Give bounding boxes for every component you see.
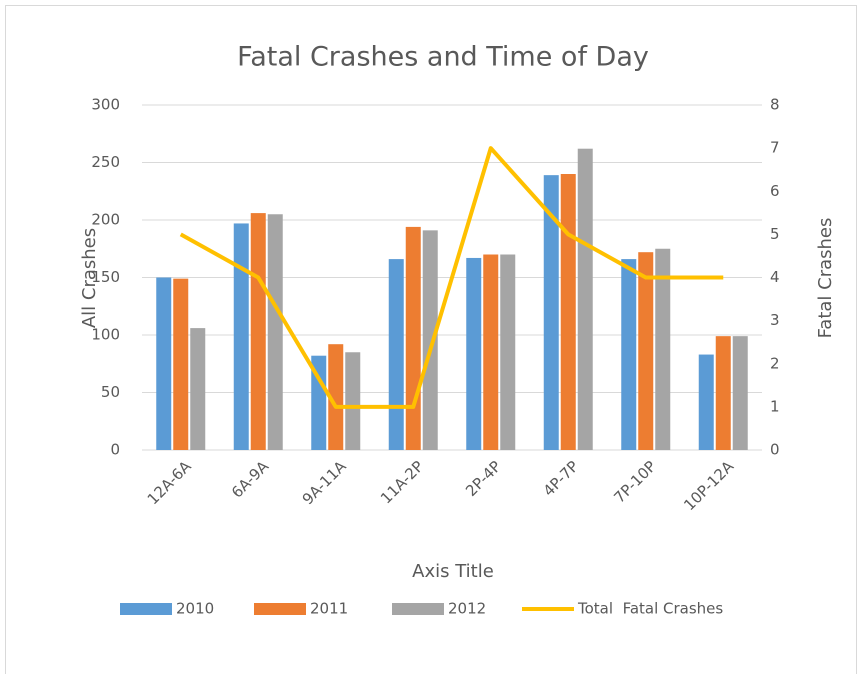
chart-title: Fatal Crashes and Time of Day: [237, 42, 649, 73]
bar: [466, 257, 482, 450]
line-series: [179, 146, 724, 409]
legend-swatch: [120, 603, 172, 615]
bar: [388, 259, 404, 450]
bar: [190, 328, 206, 450]
y-axis-title: All Crashes: [79, 228, 100, 328]
legend-label: Total Fatal Crashes: [577, 600, 723, 618]
bar: [156, 277, 172, 450]
y2-tick-label: 1: [770, 397, 780, 415]
bar: [621, 259, 637, 450]
y2-tick-label: 4: [770, 268, 780, 286]
y2-tick-label: 2: [770, 354, 780, 372]
bar: [543, 175, 559, 450]
legend-swatch: [254, 603, 306, 615]
bar: [328, 344, 344, 450]
bar: [405, 226, 421, 450]
y2-tick-label: 3: [770, 311, 780, 329]
y2-tick-label: 0: [770, 441, 780, 459]
bar: [483, 254, 499, 450]
x-axis-title: Axis Title: [412, 561, 494, 582]
y2-tick-label: 8: [770, 96, 780, 114]
bar: [698, 354, 714, 450]
y-tick-label: 150: [91, 268, 120, 286]
bar: [345, 352, 361, 450]
y2-tick-label: 7: [770, 139, 780, 157]
y-tick-label: 200: [91, 211, 120, 229]
bar: [732, 336, 748, 450]
bar: [560, 174, 576, 450]
y-tick-label: 100: [91, 326, 120, 344]
legend-label: 2011: [310, 600, 348, 618]
y2-axis-title: Fatal Crashes: [815, 218, 836, 339]
bar: [715, 336, 731, 450]
y-tick-label: 250: [91, 153, 120, 171]
bar: [173, 278, 189, 450]
y-tick-label: 0: [110, 441, 120, 459]
bar: [267, 214, 283, 450]
bar: [250, 213, 266, 450]
bar: [638, 252, 654, 450]
legend-label: 2010: [176, 600, 214, 618]
legend-label: 2012: [448, 600, 486, 618]
y-tick-label: 50: [101, 383, 120, 401]
bar: [577, 148, 593, 450]
bar: [422, 230, 438, 450]
y2-tick-label: 5: [770, 225, 780, 243]
bar: [500, 254, 516, 450]
y-tick-label: 300: [91, 96, 120, 114]
bar: [311, 355, 327, 450]
legend-swatch: [392, 603, 444, 615]
bar: [655, 248, 671, 450]
bar: [233, 223, 249, 450]
y2-tick-label: 6: [770, 182, 780, 200]
